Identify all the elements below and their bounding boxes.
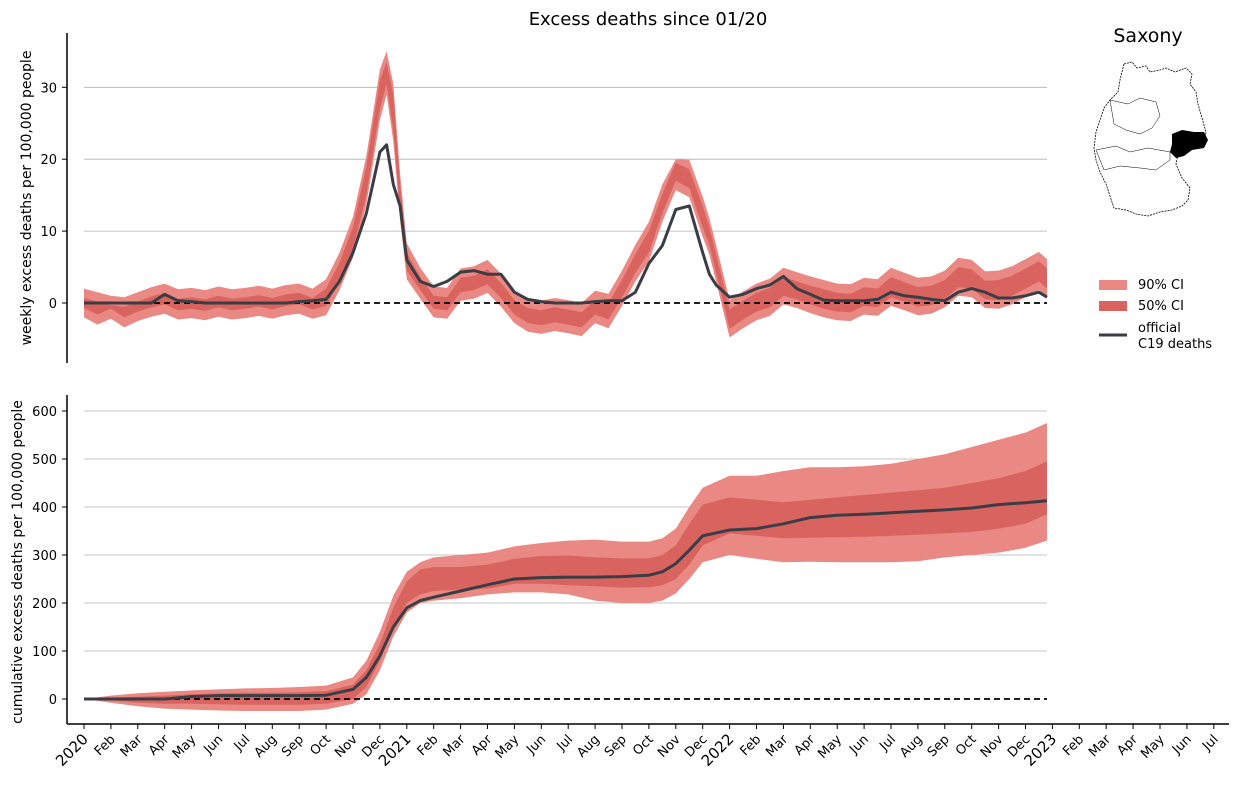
xtick-month-label: Oct bbox=[953, 732, 980, 759]
cumulative-ci50-band bbox=[84, 461, 1047, 705]
xtick-month-label: Feb bbox=[1060, 732, 1087, 759]
weekly-ytick-label: 30 bbox=[40, 81, 57, 96]
weekly-y-label: weekly excess deaths per 100,000 people bbox=[19, 51, 35, 346]
xtick-month-label: Feb bbox=[415, 732, 442, 759]
germany-outline bbox=[1093, 61, 1207, 217]
xtick-month-label: May bbox=[815, 732, 845, 762]
legend-swatch-ci90 bbox=[1099, 280, 1127, 290]
xtick-month-label: Nov bbox=[332, 732, 361, 761]
legend: 90% CI 50% CI official C19 deaths bbox=[1099, 278, 1212, 352]
xtick-month-label: May bbox=[170, 732, 200, 762]
legend-label-ci90: 90% CI bbox=[1138, 278, 1184, 293]
xtick-year-label: 2020 bbox=[52, 730, 92, 770]
cumulative-ytick-label: 400 bbox=[32, 501, 57, 516]
xtick-month-label: Jul bbox=[231, 732, 253, 754]
weekly-ytick-label: 20 bbox=[40, 153, 57, 168]
cumulative-ytick-label: 500 bbox=[32, 453, 57, 468]
xtick-month-label: Jun bbox=[523, 732, 549, 758]
xtick-month-label: Sep bbox=[602, 732, 630, 760]
weekly-ytick-label: 0 bbox=[49, 297, 57, 312]
region-title: Saxony bbox=[1113, 25, 1182, 47]
xtick-month-label: Nov bbox=[655, 732, 684, 761]
cumulative-y-label: cumulative excess deaths per 100,000 peo… bbox=[10, 400, 26, 724]
xtick-month-label: Mar bbox=[763, 732, 791, 760]
xtick-month-label: Sep bbox=[279, 732, 307, 760]
cumulative-ci-bands bbox=[84, 423, 1048, 711]
xtick-month-label: Jun bbox=[846, 732, 872, 758]
xtick-month-label: Apr bbox=[469, 732, 496, 759]
xtick-month-label: Apr bbox=[146, 732, 173, 759]
xtick-month-label: Jun bbox=[201, 732, 227, 758]
state-border-north bbox=[1109, 97, 1161, 135]
weekly-ci-bands bbox=[84, 51, 1048, 338]
cumulative-ytick-label: 300 bbox=[32, 549, 57, 564]
chart-title: Excess deaths since 01/20 bbox=[529, 9, 768, 30]
cumulative-ytick-label: 0 bbox=[49, 693, 57, 708]
xtick-month-label: Apr bbox=[1114, 732, 1141, 759]
xtick-month-label: Sep bbox=[925, 732, 953, 760]
xtick-month-label: Jul bbox=[1199, 732, 1221, 754]
germany-map bbox=[1093, 61, 1208, 217]
legend-label-official-line2: C19 deaths bbox=[1138, 337, 1212, 352]
weekly-y-ticks: 0 10 20 30 bbox=[40, 81, 67, 312]
cumulative-ytick-label: 100 bbox=[32, 645, 57, 660]
xtick-month-label: May bbox=[493, 732, 523, 762]
cumulative-ytick-label: 600 bbox=[32, 405, 57, 420]
xtick-month-label: Nov bbox=[978, 732, 1007, 761]
cumulative-official-line bbox=[84, 499, 1048, 701]
xtick-month-label: Mar bbox=[118, 732, 146, 760]
xtick-month-label: Aug bbox=[897, 732, 926, 761]
legend-label-official-line1: official bbox=[1138, 321, 1181, 336]
xtick-month-label: Apr bbox=[792, 732, 819, 759]
xtick-month-label: Jun bbox=[1169, 732, 1195, 758]
weekly-ytick-label: 10 bbox=[40, 225, 57, 240]
xtick-month-label: May bbox=[1138, 732, 1168, 762]
xtick-month-label: Feb bbox=[737, 732, 764, 759]
xtick-month-label: Jul bbox=[554, 732, 576, 754]
xtick-month-label: Oct bbox=[630, 732, 657, 759]
xtick-month-label: Aug bbox=[252, 732, 281, 761]
legend-label-ci50: 50% CI bbox=[1138, 299, 1184, 314]
xtick-month-label: Oct bbox=[307, 732, 334, 759]
state-border-middle bbox=[1095, 145, 1171, 171]
xtick-month-label: Aug bbox=[574, 732, 603, 761]
xtick-month-label: Mar bbox=[440, 732, 468, 760]
cumulative-y-ticks: 0 100 200 300 400 500 600 bbox=[32, 405, 67, 708]
weekly-panel: 0 10 20 30 weekly excess deaths per 100,000… bbox=[19, 33, 1048, 363]
weekly-official-line bbox=[84, 143, 1048, 305]
weekly-gridlines bbox=[84, 86, 1048, 232]
legend-swatch-ci50 bbox=[1099, 301, 1127, 311]
xtick-month-label: Mar bbox=[1086, 732, 1114, 760]
saxony-highlight bbox=[1170, 130, 1208, 158]
cumulative-ytick-label: 200 bbox=[32, 597, 57, 612]
xtick-month-label: Jul bbox=[876, 732, 898, 754]
xtick-month-label: Feb bbox=[92, 732, 119, 759]
